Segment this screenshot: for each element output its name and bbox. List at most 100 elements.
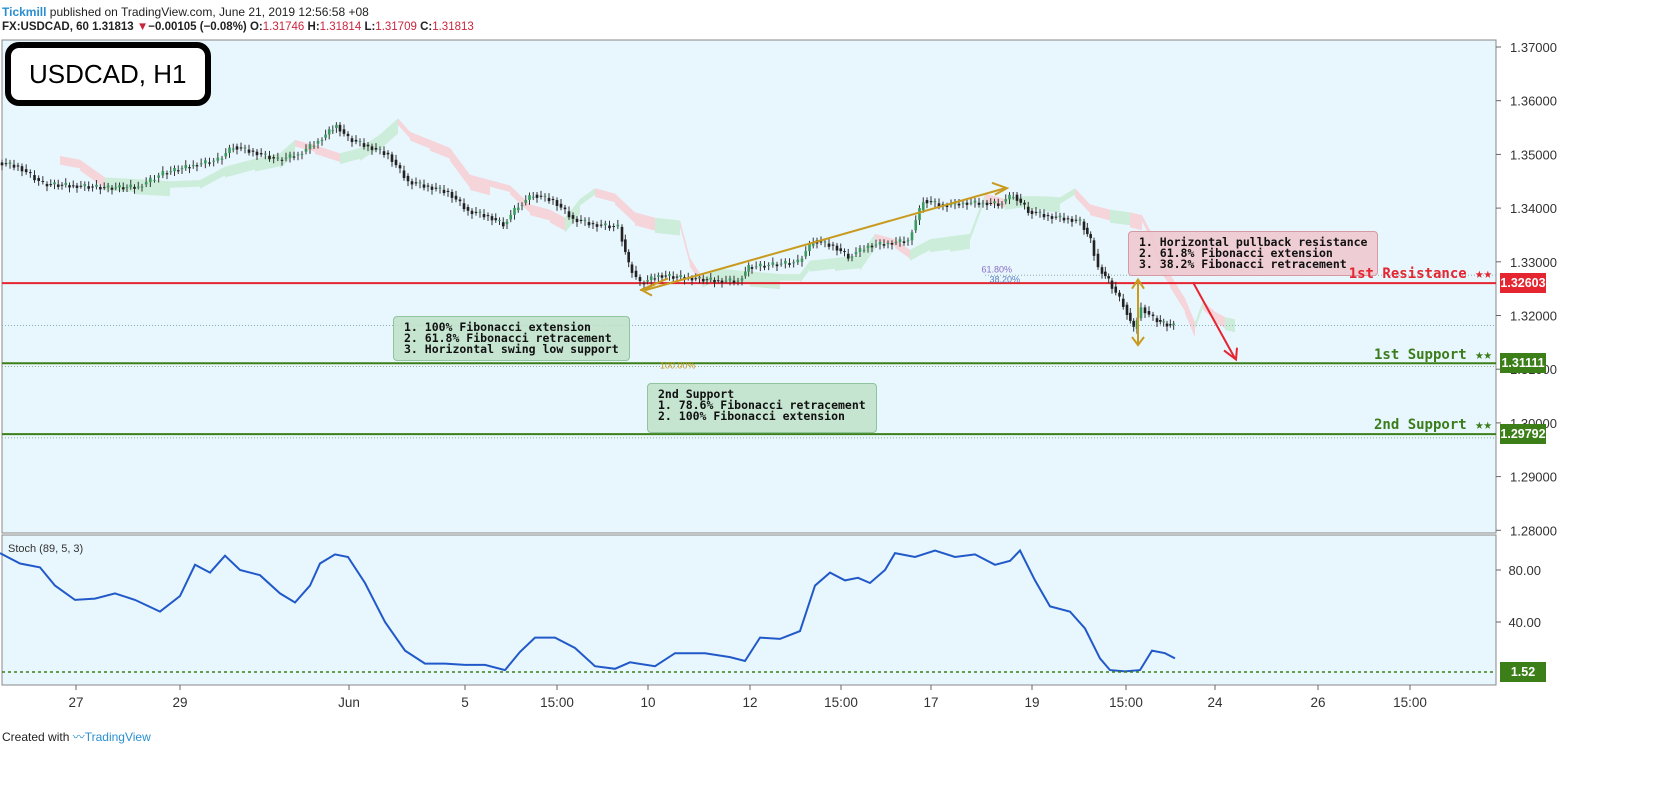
candle-body [308,144,312,150]
candle-body [910,232,914,241]
candle-body [1089,234,1092,239]
publisher-brand[interactable]: Tickmill [2,5,47,19]
cloud-segment [930,236,950,253]
candle-body [713,279,716,283]
candle-body [1096,253,1100,268]
stoch-line [0,548,1496,673]
candle-body [1114,286,1118,293]
candle-body [1100,267,1104,274]
price-tick-label: 1.36000 [1510,94,1557,109]
candle-body [204,160,207,164]
candle-body [694,278,698,280]
support2-label: 2nd Support ★★ [1373,417,1492,433]
footer-created: Created with [2,730,70,744]
cloud-segment [510,185,530,213]
horizontal-levels [2,282,1496,436]
candle-body [929,201,933,203]
candle-body [354,139,358,142]
candle-body [224,153,228,157]
price-tick-label: 1.33000 [1510,255,1557,270]
candle-body [188,167,191,169]
open-value: 1.31746 [262,21,305,33]
candle-body [728,278,732,281]
candle-body [1066,218,1070,220]
candle-body [831,244,835,246]
tradingview-logo[interactable]: 〰TradingView [72,730,151,744]
candle-body [784,260,787,264]
time-tick-label: 26 [1310,695,1325,710]
candle-body [1125,304,1129,315]
candle-body [668,274,671,276]
candle-body [418,182,422,184]
candle-body [121,187,125,190]
candle-body [575,218,579,223]
candle-body [180,168,184,170]
candle-body [1034,211,1038,213]
candle-body [184,165,188,169]
candle-body [1042,214,1046,218]
candle-body [827,243,831,247]
candle-body [679,275,683,277]
candle-body [583,219,587,221]
down-arrow-icon: ▼ [136,21,149,33]
candle-body [212,160,215,162]
candle-body [346,133,350,137]
candle-body [835,245,839,251]
candle-body [716,280,720,282]
stoch-label[interactable]: Stoch (89, 5, 3) [8,543,84,555]
candle-body [653,278,657,280]
candle-body [1054,216,1058,218]
candle-body [268,155,271,160]
price-tick-label: 1.28000 [1510,523,1557,538]
candle-body [45,183,49,187]
time-tick-label: 29 [172,695,187,710]
candle-body [195,165,199,167]
candle-body [902,241,906,244]
high-label: H: [307,21,320,33]
candle-body [216,157,220,161]
candle-body [965,202,969,205]
cloud-segment [135,179,170,197]
time-tick-label: 15:00 [1393,695,1427,710]
candle-body [1026,206,1030,213]
candle-body [788,263,791,265]
candle-body [599,224,603,226]
candle-body [390,154,394,162]
candle-body [898,239,902,242]
candle-body [454,195,458,200]
cloud-segment [398,118,410,139]
stoch-axis[interactable]: 80.00 40.00 [1496,563,1541,630]
candle-body [516,207,520,211]
candle-body [559,203,563,208]
candle-body [620,226,624,242]
candle-body [382,151,386,155]
candle-body [531,196,535,198]
price-axis[interactable]: 1.37000 1.36000 1.35000 1.34000 1.33000 1.320… [1496,40,1557,538]
candle-body [579,219,583,221]
candle-body [843,251,846,253]
close-label: C: [420,21,433,33]
candle-body [191,165,195,167]
candle-body [239,147,243,149]
candle-body [660,275,664,278]
candle-body [378,149,382,151]
candle-body [331,130,335,132]
cloud-segment [1195,301,1203,329]
candle-body [144,182,148,185]
cloud-segment [315,145,340,162]
cloud-segment [595,188,615,203]
candle-body [231,148,235,150]
time-axis[interactable]: 27 29 Jun 5 15:00 10 12 15:00 17 19 15:00 24 26 15:00 [68,685,1427,710]
candle-body [736,280,740,282]
candle-body [176,170,180,172]
stoch-tick-label: 40.00 [1508,615,1541,630]
candle-body [255,151,259,156]
time-tick-label: 19 [1024,695,1039,710]
ohlc-line: FX:USDCAD, 60 1.31813 ▼−0.00105 (−0.08%)… [2,21,474,33]
candle-body [539,195,543,197]
candle-body [149,177,152,183]
candle-body [410,181,414,185]
candle-body [466,207,470,211]
candle-body [478,211,482,213]
tradingview-label[interactable]: TradingView [84,730,151,744]
